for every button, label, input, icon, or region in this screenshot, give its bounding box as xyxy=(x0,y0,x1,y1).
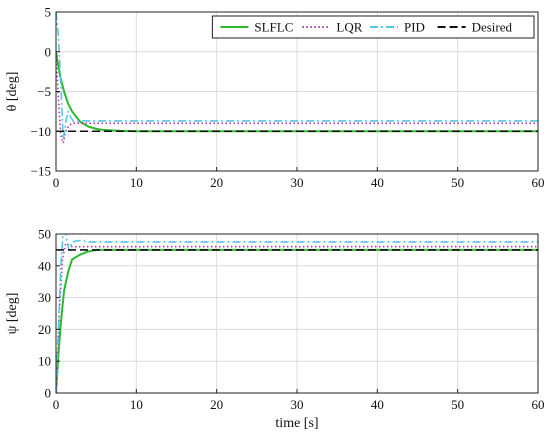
x-tick-label: 60 xyxy=(532,397,545,412)
x-tick-label: 10 xyxy=(130,175,143,190)
x-tick-label: 50 xyxy=(451,175,464,190)
y-tick-label: 0 xyxy=(45,386,52,401)
x-tick-label: 20 xyxy=(210,397,223,412)
legend-label: PID xyxy=(404,20,425,35)
legend-label: LQR xyxy=(336,20,362,35)
series-group xyxy=(56,234,538,393)
legend-item-desired: Desired xyxy=(437,20,513,35)
series-line-lqr xyxy=(56,242,538,393)
x-tick-label: 40 xyxy=(371,175,384,190)
y-tick-label: −15 xyxy=(31,164,51,179)
y-tick-label: 50 xyxy=(38,227,51,242)
x-tick-label: 50 xyxy=(451,397,464,412)
psi-subplot: 0 10 20 30 40 50 60 50 40 30 20 10 0 ψ [deg] time [s] xyxy=(5,227,545,432)
series-group xyxy=(56,12,538,144)
x-tick-label: 30 xyxy=(291,175,304,190)
y-tick-label: 10 xyxy=(38,354,51,369)
x-tick-label: 60 xyxy=(532,175,545,190)
legend-item-pid: PID xyxy=(370,20,425,35)
y-tick-label: 40 xyxy=(38,258,51,273)
legend-label: SLFLC xyxy=(254,20,293,35)
x-tick-label: 40 xyxy=(371,397,384,412)
y-tick-label: −5 xyxy=(37,84,51,99)
y-tick-label: 30 xyxy=(38,290,51,305)
y-tick-label: 0 xyxy=(45,44,52,59)
x-tick-label: 0 xyxy=(53,397,60,412)
y-tick-label: 20 xyxy=(38,322,51,337)
legend-item-lqr: LQR xyxy=(302,20,363,35)
x-tick-label: 10 xyxy=(130,397,143,412)
x-tick-label: 30 xyxy=(291,397,304,412)
y-tick-label: −10 xyxy=(31,124,51,139)
x-tick-label: 20 xyxy=(210,175,223,190)
series-line-pid xyxy=(56,12,538,140)
y-tick-label: 5 xyxy=(45,5,52,20)
legend-item-slflc: SLFLC xyxy=(220,20,293,35)
y-axis-label: ψ [deg] xyxy=(5,293,20,335)
legend-label: Desired xyxy=(472,20,513,35)
series-line-pid xyxy=(56,234,538,393)
x-axis-label: time [s] xyxy=(275,416,318,431)
x-tick-label: 0 xyxy=(53,175,60,190)
y-axis-label: θ [deg] xyxy=(5,72,20,112)
legend: SLFLC LQR PID Desired xyxy=(211,15,535,39)
